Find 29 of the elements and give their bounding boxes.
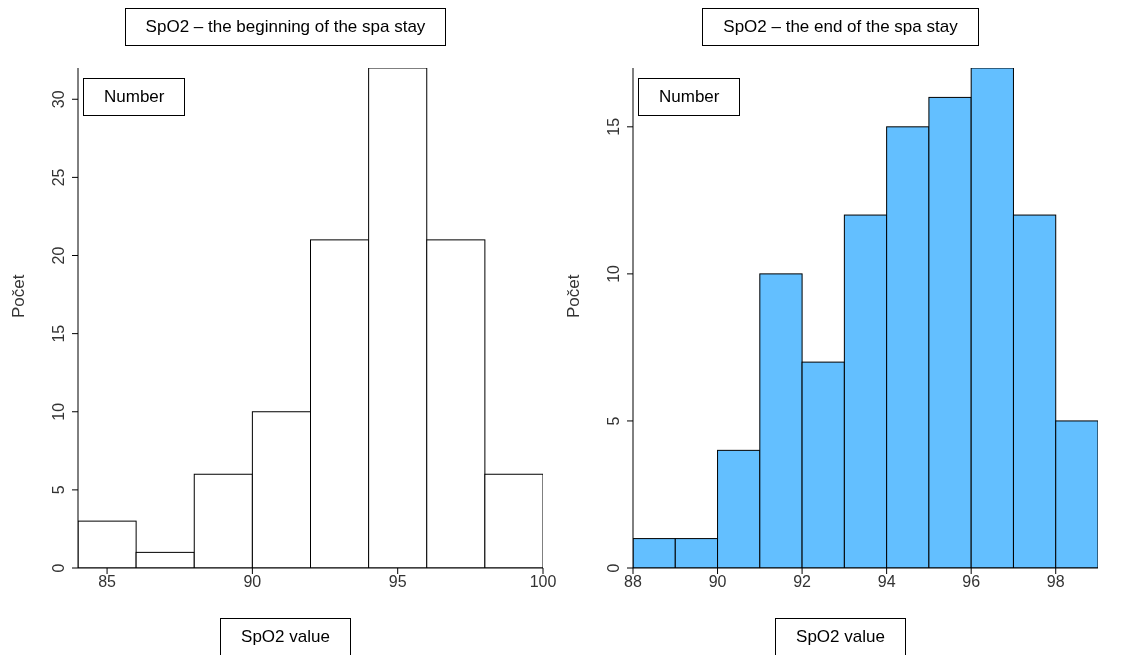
x-tick-label: 90 [243, 573, 262, 591]
y-tick-label: 0 [605, 563, 622, 573]
y-axis-title: Počet [9, 274, 29, 318]
y-tick-label: 10 [50, 402, 67, 421]
y-tick-label: 5 [50, 485, 67, 495]
y-tick-label: 5 [605, 416, 622, 426]
chart-title: SpO2 – the beginning of the spa stay [124, 8, 447, 46]
y-tick-label: 25 [50, 168, 67, 187]
x-tick-label: 90 [708, 573, 727, 591]
x-tick-label: 88 [624, 573, 642, 591]
x-tick-label: 92 [793, 573, 812, 591]
y-tick-label: 30 [50, 90, 67, 109]
annotation: Number [83, 78, 186, 116]
y-tick-label: 15 [605, 117, 622, 136]
y-tick-label: 10 [605, 264, 622, 283]
y-tick-label: 15 [50, 324, 67, 343]
x-tick-label: 95 [388, 573, 407, 591]
y-tick-label: 20 [50, 246, 67, 265]
x-tick-label: 96 [962, 573, 981, 591]
y-tick-label: 0 [50, 563, 67, 573]
x-tick-label: 94 [877, 573, 896, 591]
y-axis-title: Počet [564, 274, 584, 318]
x-tick-label: 100 [529, 573, 557, 591]
x-tick-label: 98 [1046, 573, 1065, 591]
annotation: Number [638, 78, 741, 116]
x-tick-label: 85 [98, 573, 117, 591]
x-axis-title: SpO2 value [220, 618, 351, 655]
x-axis-title: SpO2 value [775, 618, 906, 655]
chart-title: SpO2 – the end of the spa stay [702, 8, 979, 46]
